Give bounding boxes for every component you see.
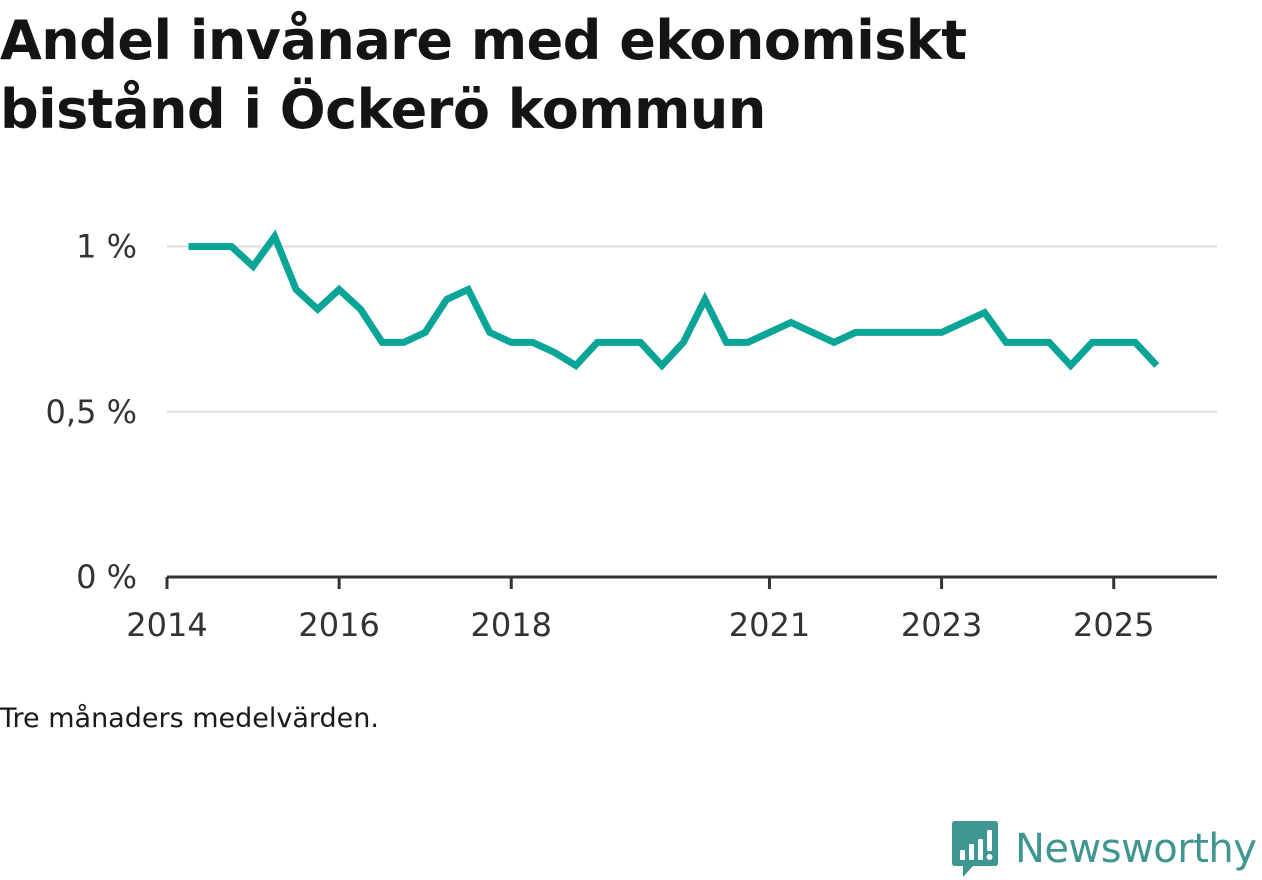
x-tick-label: 2023 — [901, 606, 982, 644]
x-axis-labels: 2014 2016 2018 2021 2023 2025 — [126, 606, 1154, 644]
series-line — [188, 229, 1160, 371]
x-tick-label: 2025 — [1073, 606, 1154, 644]
x-axis-ticks — [165, 577, 1116, 589]
x-tick-label: 2014 — [126, 606, 207, 644]
line-chart: 0 % 0,5 % 1 % 2014 2016 2018 2021 2023 2025 — [46, 228, 1217, 644]
x-tick-label: 2018 — [471, 606, 552, 644]
chart-caption: Tre månaders medelvärden. — [0, 703, 379, 734]
x-tick-label: 2016 — [298, 606, 379, 644]
chart-title: Andel invånare med ekonomiskt bistånd i … — [0, 9, 967, 141]
newsworthy-logo: Newsworthy — [951, 818, 1257, 880]
y-tick-label: 0 % — [76, 558, 137, 596]
newsworthy-logo-text: Newsworthy — [1015, 826, 1257, 872]
y-tick-label: 1 % — [76, 228, 137, 266]
y-axis-labels: 0 % 0,5 % 1 % — [46, 228, 137, 596]
y-tick-label: 0,5 % — [46, 393, 137, 431]
gridlines — [167, 245, 1217, 413]
x-tick-label: 2021 — [729, 606, 810, 644]
newsworthy-logo-icon — [952, 821, 998, 877]
